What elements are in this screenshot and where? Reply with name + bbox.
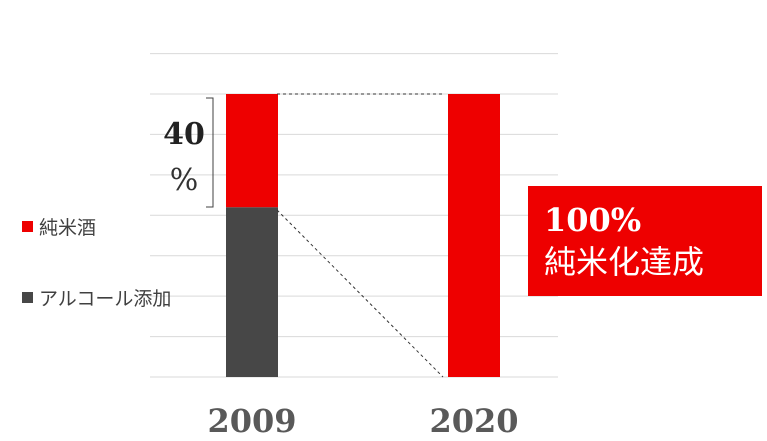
legend-swatch-junmai [22, 221, 33, 232]
callout-box: 100% 純米化達成 [528, 186, 762, 296]
legend-label-alcohol: アルコール添加 [39, 288, 172, 310]
gridlines [150, 53, 558, 378]
annotation-value: 40 [163, 117, 205, 152]
annotation-bracket [206, 97, 214, 208]
annotation-unit: % [170, 163, 199, 198]
bar-2009-alcohol [226, 207, 278, 377]
bars [226, 94, 500, 377]
connector-diagonal [276, 209, 444, 378]
legend-item-alcohol: アルコール添加 [22, 284, 171, 311]
legend-label-junmai: 純米酒 [39, 217, 97, 239]
bar-2009-junmai [226, 94, 278, 208]
bar-2020-junmai [448, 94, 500, 377]
callout-text: 純米化達成 [544, 243, 705, 281]
callout-percent: 100% [544, 201, 642, 239]
legend-item-junmai: 純米酒 [22, 213, 96, 240]
x-tick-label-2009: 2009 [207, 402, 296, 440]
legend-swatch-alcohol [22, 292, 33, 303]
x-tick-label-2020: 2020 [429, 402, 518, 440]
x-axis-labels: 2009 2020 [207, 402, 518, 440]
